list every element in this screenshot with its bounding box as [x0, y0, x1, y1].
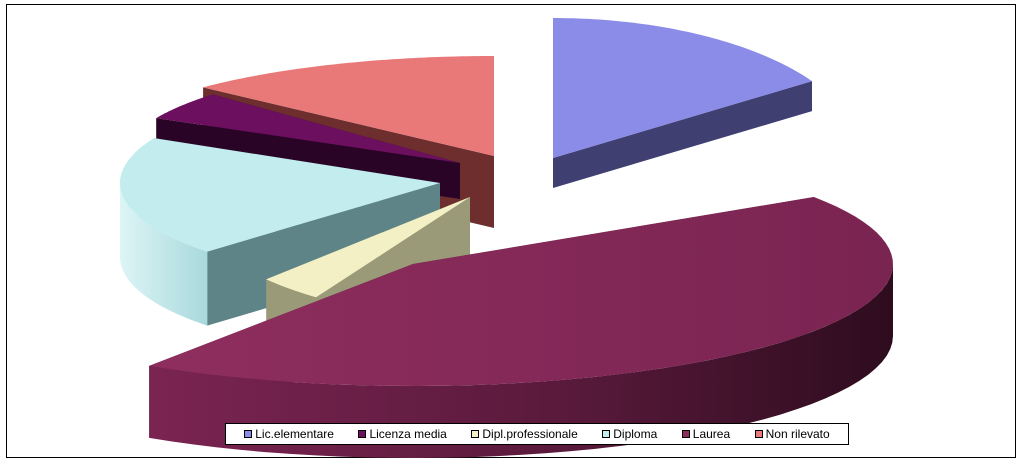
legend-label: Diploma	[613, 427, 658, 441]
slice-top	[156, 94, 460, 163]
legend-item: Non rilevato	[754, 427, 830, 441]
legend-label: Licenza media	[369, 427, 447, 441]
pie-slice-diploma	[120, 138, 440, 326]
legend-label: Non rilevato	[765, 427, 830, 441]
slice-top	[149, 197, 893, 386]
slice-wall	[553, 81, 812, 188]
slice-top	[120, 138, 440, 252]
legend-item: Laurea	[681, 427, 731, 441]
legend-item: Licenza media	[358, 427, 447, 441]
slice-side	[149, 264, 893, 458]
slice-top	[203, 56, 494, 156]
legend-swatch	[358, 430, 367, 438]
legend-label: Dipl.professionale	[482, 427, 578, 441]
chart-legend: Lic.elementare Licenza media Dipl.professi…	[225, 423, 849, 445]
legend-item: Dipl.professionale	[471, 427, 578, 441]
slice-top	[553, 18, 812, 158]
legend-item: Diploma	[602, 427, 657, 441]
legend-swatch	[244, 430, 253, 438]
slice-top	[266, 197, 470, 298]
legend-swatch	[602, 430, 611, 438]
legend-swatch	[681, 430, 690, 438]
pie-slice-laurea	[149, 197, 893, 458]
pie-slice-lic-elementare	[553, 18, 812, 188]
legend-swatch	[471, 430, 480, 438]
legend-label: Laurea	[692, 427, 731, 441]
legend-swatch	[754, 430, 763, 438]
legend-label: Lic.elementare	[255, 427, 334, 441]
slice-side	[120, 183, 208, 326]
legend-item: Lic.elementare	[244, 427, 334, 441]
